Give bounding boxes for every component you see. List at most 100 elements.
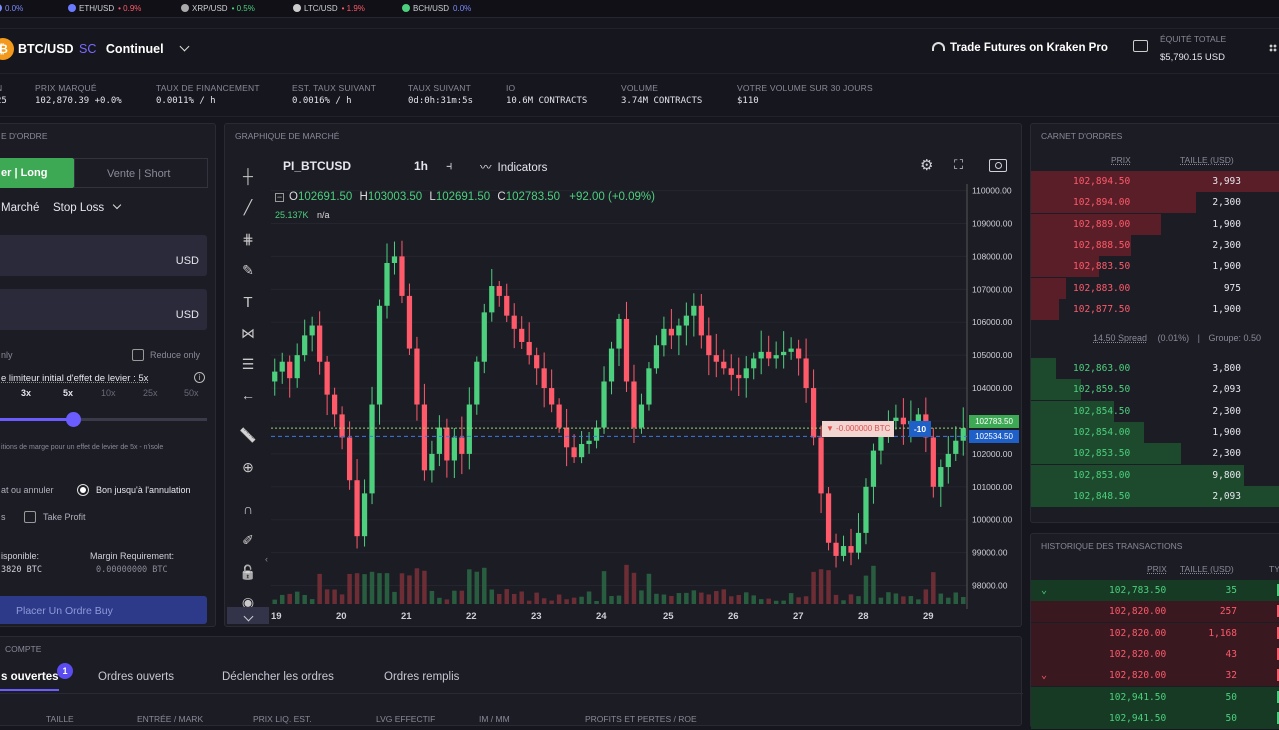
futures-link[interactable]: Trade Futures on Kraken Pro [932, 42, 1108, 54]
position-line-label[interactable]: ▼ -0.000000 BTC [822, 421, 895, 437]
toolbar-collapse-icon[interactable]: ‹ [265, 554, 268, 564]
orderbook-col-size[interactable]: TAILLE (USD) [1180, 155, 1234, 165]
candle-body [324, 361, 330, 395]
back-arrow-icon[interactable]: ← [241, 387, 255, 403]
brush-icon[interactable]: ✎ [242, 261, 254, 278]
volume-bar [841, 600, 846, 604]
candle-body [855, 532, 862, 553]
account-tab[interactable]: s ouvertes 1 [1, 663, 73, 683]
crosshair-icon[interactable]: ┼ [243, 168, 253, 184]
x-tick-label: 26 [728, 611, 739, 622]
ticker-item[interactable]: LTC/USD • 1.9% [293, 4, 365, 13]
group-selector[interactable]: Groupe: 0.50 [1208, 333, 1261, 343]
chart-symbol[interactable]: PI_BTCUSD [283, 159, 352, 173]
candle-body [421, 404, 428, 471]
eye-icon[interactable]: ◉ [241, 593, 255, 610]
chart-interval[interactable]: 1h [414, 159, 429, 173]
take-profit-checkbox[interactable] [24, 511, 36, 523]
leverage-tick[interactable]: 50x [184, 388, 199, 398]
leverage-tick[interactable]: 5x [63, 388, 74, 398]
bid-row[interactable]: 102,853.00 9,800 [1031, 464, 1279, 486]
leverage-tick[interactable]: 10x [101, 388, 116, 398]
candle-body [466, 404, 472, 454]
bid-row[interactable]: 102,859.50 2,093 [1031, 379, 1279, 401]
lock-drawings-edit-icon[interactable]: ✐ [242, 531, 254, 548]
sell-short-tab[interactable]: Vente | Short [74, 158, 208, 188]
volume-bar [721, 589, 727, 604]
volume-bar [871, 565, 876, 604]
leverage-slider[interactable] [0, 412, 207, 427]
ask-row[interactable]: 102,894.50 3,993 [1031, 171, 1279, 192]
measure-tool-icon[interactable]: ☰ [241, 355, 255, 372]
volume-bar [317, 573, 322, 604]
bid-row[interactable]: 102,848.50 2,093 [1031, 485, 1279, 507]
ruler-icon[interactable]: 📏 [239, 426, 257, 443]
leverage-tick[interactable]: 3x [21, 388, 32, 398]
settings-icon[interactable]: ⚙ [920, 157, 934, 174]
account-tab[interactable]: Ordres remplis [384, 671, 459, 683]
ask-row[interactable]: 102,894.00 2,300 [1031, 192, 1279, 214]
bid-row[interactable]: 102,863.00 3,800 [1031, 358, 1279, 379]
zoom-in-icon[interactable]: ⊕ [242, 458, 254, 475]
symbol-selector[interactable]: BTC/USD SC Continuel [18, 41, 190, 56]
bid-row[interactable]: 102,853.50 2,300 [1031, 443, 1279, 465]
axis-collapse-button[interactable] [227, 607, 269, 624]
collapse-legend-icon[interactable]: − [275, 192, 284, 202]
order-type-market[interactable]: Marché [1, 202, 40, 214]
magnet-icon[interactable]: ∩ [242, 501, 254, 517]
screenshot-camera-icon[interactable] [989, 159, 1007, 172]
ask-row[interactable]: 102,883.50 1,900 [1031, 256, 1279, 278]
submit-order-button[interactable]: Placer Un Ordre Buy [0, 596, 207, 624]
chevron-up-icon[interactable]: ⌄ [1041, 585, 1048, 596]
info-icon[interactable]: i [194, 372, 205, 383]
fib-tool-icon[interactable]: ⋕ [242, 230, 254, 247]
reduce-only-checkbox[interactable] [132, 349, 144, 361]
stat-value: 3.74M CONTRACTS [621, 96, 703, 106]
wallet-icon[interactable] [1133, 40, 1148, 52]
price-input[interactable]: USD [0, 289, 207, 330]
margin-req-value: 0.00000000 BTC [96, 565, 168, 575]
y-tick-label: 99000.00 [972, 548, 1008, 558]
position-qty-label[interactable]: -10 [909, 421, 931, 437]
ticker-item[interactable]: XRP/USD • 0.5% [181, 4, 255, 13]
tif-ioc-label[interactable]: at ou annuler [1, 485, 54, 495]
bid-row[interactable]: 102,854.00 1,900 [1031, 421, 1279, 443]
text-tool-icon[interactable]: T [243, 293, 253, 311]
volume-bar [706, 594, 712, 604]
ticker-item[interactable]: 0.0% [0, 4, 23, 13]
leverage-tick[interactable]: 25x [143, 388, 158, 398]
quantity-input[interactable]: USD [0, 235, 207, 276]
trade-size: 50 [1225, 712, 1237, 724]
orderbook-col-price[interactable]: PRIX [1111, 155, 1131, 165]
ticker-item[interactable]: ETH/USD • 0.9% [68, 4, 141, 13]
order-price: 102,853.00 [1073, 469, 1131, 481]
chevron-down-icon[interactable]: ⌄ [1041, 670, 1048, 682]
candle-body [346, 437, 353, 481]
grid-menu-icon[interactable] [1269, 44, 1277, 52]
lock-icon[interactable]: 🔓 [239, 563, 257, 580]
ask-row[interactable]: 102,877.50 1,900 [1031, 298, 1279, 320]
tif-gtc-radio[interactable] [77, 484, 89, 496]
account-tab[interactable]: Ordres ouverts [98, 671, 174, 683]
candle-body [960, 428, 966, 441]
volume-bar [279, 594, 285, 604]
account-tab[interactable]: Déclencher les ordres [222, 671, 334, 683]
price-chart[interactable]: 110000.00 109000.00 108000.00 107000.00 1060… [271, 184, 1021, 609]
bid-row[interactable]: 102,854.50 2,300 [1031, 400, 1279, 422]
ask-row[interactable]: 102,883.00 975 [1031, 277, 1279, 299]
fullscreen-icon[interactable]: ⛶ [954, 157, 964, 172]
ask-row[interactable]: 102,889.00 1,900 [1031, 213, 1279, 235]
candle-type-icon[interactable]: ⫞ [446, 158, 453, 173]
buy-long-tab[interactable]: er | Long [0, 158, 74, 188]
indicators-button[interactable]: 〰 Indicators [480, 162, 548, 174]
pattern-tool-icon[interactable]: ⋈ [241, 324, 255, 341]
trend-line-icon[interactable]: ╱ [243, 198, 253, 215]
slider-handle[interactable] [66, 412, 81, 427]
order-type-stop-loss[interactable]: Stop Loss [53, 200, 122, 214]
trade-type-marker [1277, 584, 1279, 596]
ask-row[interactable]: 102,888.50 2,300 [1031, 234, 1279, 256]
depth-bar [1031, 277, 1066, 299]
volume-bar [826, 570, 831, 604]
tif-gtc-label: Bon jusqu'à l'annulation [96, 485, 191, 495]
ticker-item[interactable]: BCH/USD 0.0% [402, 4, 471, 13]
